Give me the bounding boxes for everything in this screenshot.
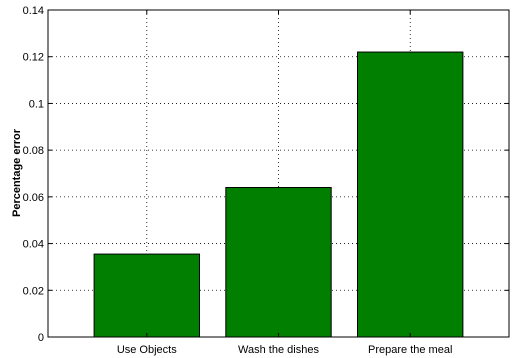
y-tick-label: 0.06	[23, 192, 44, 204]
y-tick-label: 0.12	[23, 52, 44, 64]
bar-wash-the-dishes	[225, 187, 332, 338]
y-tick-label: 0.08	[23, 145, 44, 157]
y-tick-label: 0.14	[23, 5, 44, 17]
x-tick-label: Prepare the meal	[368, 344, 452, 356]
axis-ticks	[48, 9, 509, 338]
y-tick-label: 0	[38, 332, 44, 344]
bars	[93, 51, 464, 338]
bar-prepare-the-meal	[357, 51, 464, 338]
y-tick-label: 0.04	[23, 239, 44, 251]
x-tick-label: Wash the dishes	[238, 344, 319, 356]
bar-use-objects	[93, 253, 200, 338]
x-tick-labels: Use Objects Wash the dishes Prepare the me…	[117, 344, 453, 356]
y-tick-label: 0.1	[29, 98, 44, 110]
y-tick-labels: 0 0.02 0.04 0.06 0.08 0.1 0.12 0.14	[23, 5, 44, 344]
y-tick-label: 0.02	[23, 285, 44, 297]
y-axis-label: Percentage error	[11, 128, 23, 217]
x-tick-label: Use Objects	[117, 344, 177, 356]
